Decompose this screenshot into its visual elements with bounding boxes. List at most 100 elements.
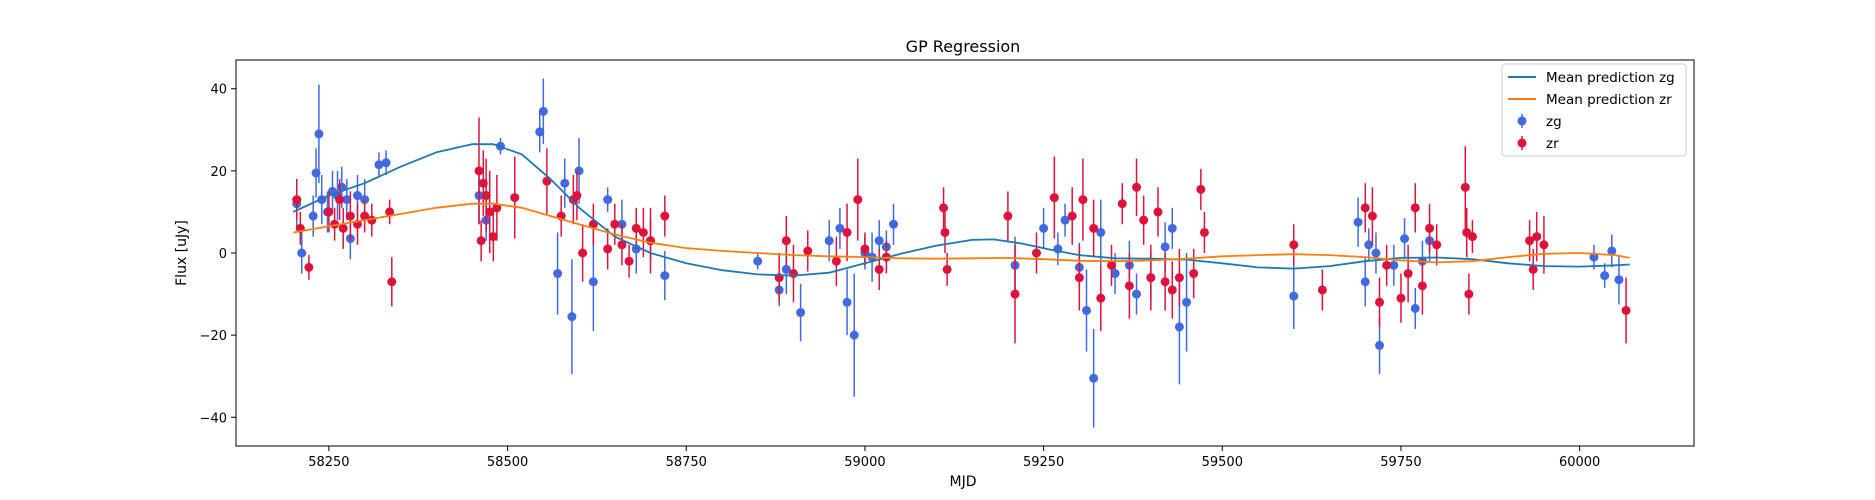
zg-point <box>849 330 859 340</box>
zr-point <box>1425 223 1435 233</box>
zr-point <box>1525 236 1535 246</box>
y-tick-label: 20 <box>210 165 227 180</box>
zg-point <box>1375 340 1385 350</box>
zr-point <box>1432 240 1442 250</box>
zr-point <box>1067 211 1077 221</box>
zg-point <box>824 236 834 246</box>
zr-point <box>1074 273 1084 283</box>
zg-point <box>353 191 362 201</box>
zr-point <box>1078 195 1088 205</box>
zr-point <box>481 191 491 201</box>
zr-point <box>304 262 314 272</box>
zr-point <box>1049 193 1059 203</box>
zr-point <box>1467 232 1477 242</box>
zg-point <box>314 129 324 139</box>
zr-point <box>1367 211 1377 221</box>
zg-point <box>796 308 806 318</box>
zr-point <box>1146 273 1156 283</box>
zr-point <box>1174 273 1184 283</box>
zr-point <box>1528 264 1538 274</box>
zg-point <box>874 236 884 246</box>
zr-point <box>485 207 495 217</box>
zr-point <box>1317 285 1327 295</box>
zr-point <box>1621 305 1631 315</box>
legend: Mean prediction zg Mean prediction zr zg… <box>1501 63 1687 157</box>
zr-point <box>1196 184 1206 194</box>
zg-point <box>1600 271 1610 281</box>
zg-point <box>781 264 791 274</box>
zr-point <box>1132 182 1142 192</box>
x-tick-label: 58250 <box>308 455 349 470</box>
zg-point <box>1389 260 1399 270</box>
zr-point <box>853 195 863 205</box>
x-axis: 58250 58500 58750 59000 59250 59500 59750 60000 <box>308 446 1600 470</box>
zg-point <box>1132 289 1142 299</box>
zr-point <box>572 191 582 201</box>
zg-point <box>574 166 584 176</box>
zg-point <box>842 297 852 307</box>
zg-point <box>1614 275 1624 285</box>
zg-point <box>342 195 352 205</box>
zr-point <box>860 244 870 254</box>
legend-zg-marker <box>1517 116 1527 126</box>
y-axis: −40 −20 0 20 40 <box>200 83 236 426</box>
zg-point <box>1082 305 1091 315</box>
line-mean-prediction-zr <box>293 202 1630 264</box>
zg-point <box>1110 269 1120 279</box>
zr-point <box>1382 260 1392 270</box>
zr-point <box>939 203 949 213</box>
zr-point <box>1289 240 1299 250</box>
zg-point <box>1174 322 1184 332</box>
zg-point <box>297 248 307 258</box>
zr-point <box>831 256 841 266</box>
zr-point <box>578 248 588 258</box>
plot-area <box>292 78 1631 428</box>
zg-point <box>308 211 318 221</box>
zr-point <box>842 227 852 237</box>
zr-point <box>610 219 620 229</box>
zr-point <box>1107 260 1117 270</box>
zg-point <box>1060 215 1070 225</box>
y-tick-label: 0 <box>219 247 227 262</box>
zg-point <box>535 127 545 137</box>
zr-point <box>631 223 641 233</box>
legend-label-zg: zg <box>1546 114 1562 130</box>
zg-point <box>1371 248 1381 258</box>
zg-point <box>1410 303 1420 313</box>
y-tick-label: −20 <box>200 329 227 344</box>
zr-point <box>1160 277 1170 287</box>
zg-point <box>835 223 845 233</box>
zr-point <box>1375 297 1385 307</box>
zr-point <box>360 211 370 221</box>
zr-point <box>1089 223 1099 233</box>
zr-point <box>1410 203 1420 213</box>
zr-point <box>940 227 950 237</box>
x-tick-label: 59250 <box>1023 455 1064 470</box>
zg-point <box>1364 240 1374 250</box>
zr-point <box>292 195 302 205</box>
legend-label-zr-prediction: Mean prediction zr <box>1546 92 1672 108</box>
x-tick-label: 59000 <box>844 455 885 470</box>
zr-point <box>803 246 813 256</box>
zg-point <box>603 195 613 205</box>
zr-point <box>385 207 395 217</box>
zr-point <box>942 264 952 274</box>
zg-point <box>1089 373 1099 383</box>
zr-point <box>1031 248 1041 258</box>
legend-zr-marker <box>1517 138 1527 148</box>
zr-point <box>1532 232 1542 242</box>
series-zr-points <box>292 117 1631 344</box>
zg-point <box>1160 242 1170 252</box>
line-mean-prediction-zg <box>292 143 1630 277</box>
zr-point <box>1464 289 1474 299</box>
x-tick-label: 58500 <box>487 455 528 470</box>
y-tick-label: 40 <box>210 83 227 98</box>
zg-point <box>588 277 598 287</box>
zr-point <box>1189 269 1199 279</box>
zg-point <box>1182 297 1192 307</box>
zr-point <box>387 277 397 287</box>
zg-point <box>1096 227 1106 237</box>
y-axis-label: Flux [uJy] <box>174 220 190 286</box>
zr-point <box>1153 207 1163 217</box>
